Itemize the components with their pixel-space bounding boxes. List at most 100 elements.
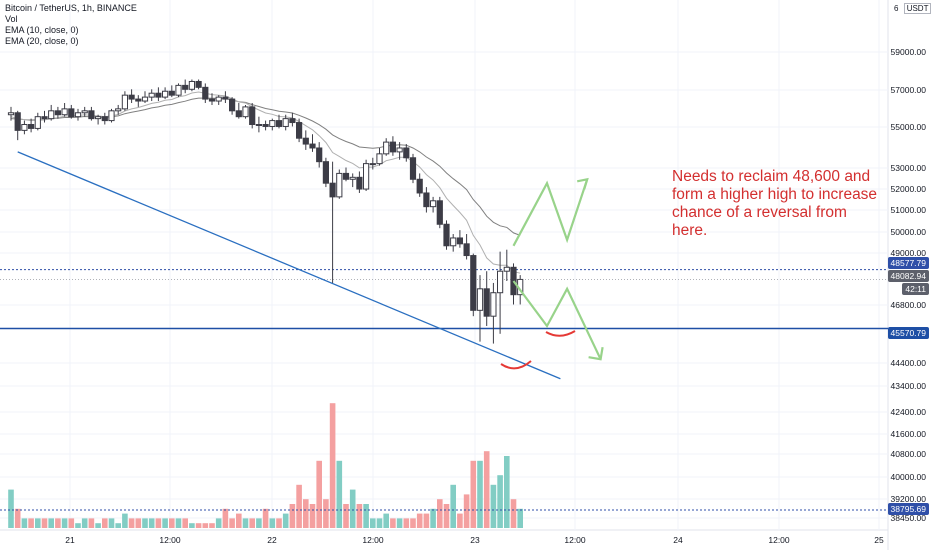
y-tick-label: 44400.00 <box>891 358 927 368</box>
candle-body <box>322 161 329 184</box>
candle <box>369 157 376 170</box>
volume-bar <box>169 518 175 528</box>
candle-body <box>383 141 390 155</box>
candle <box>155 87 162 102</box>
candle-body <box>222 96 229 100</box>
candle-body <box>108 110 115 122</box>
candle <box>48 104 55 121</box>
x-tick-label: 23 <box>470 535 480 545</box>
volume-bar <box>477 460 483 528</box>
candle <box>95 114 102 125</box>
candle-body <box>175 84 182 96</box>
volume-bar <box>517 508 523 528</box>
candle-body <box>490 292 497 317</box>
candle-body <box>396 147 403 153</box>
volume-bar <box>309 504 316 528</box>
volume-bar <box>55 518 61 528</box>
volume-bar <box>35 518 41 528</box>
candle <box>255 116 262 133</box>
candle <box>229 97 236 115</box>
candle <box>342 167 350 182</box>
candle-body <box>168 90 175 96</box>
candle-body <box>389 141 396 153</box>
price-scale-top-label: 6 <box>894 4 899 13</box>
volume-bar <box>323 499 329 528</box>
volume-bar <box>497 475 503 528</box>
candle <box>168 85 175 98</box>
candle-body <box>182 84 189 90</box>
bottom-marker-arc <box>500 360 532 370</box>
volume-bar <box>483 451 490 528</box>
y-tick-label: 57000.00 <box>891 85 927 95</box>
candle-body <box>356 176 363 190</box>
volume-bar <box>376 518 383 528</box>
candle-body <box>229 98 236 112</box>
candle <box>383 138 390 156</box>
symbol-title[interactable]: Bitcoin / TetherUS, 1h, BINANCE <box>5 3 137 13</box>
descending-trendline <box>17 151 561 380</box>
volume-bar <box>437 499 443 528</box>
y-tick-label: 39200.00 <box>891 494 927 504</box>
volume-bar <box>162 518 168 528</box>
candle <box>128 89 135 103</box>
candle-body <box>503 266 510 272</box>
price-tag-countdown: 42:11 <box>902 283 929 295</box>
candle <box>430 196 437 213</box>
analysis-note: Needs to reclaim 48,600 and form a highe… <box>672 168 878 239</box>
volume-bar <box>504 456 510 528</box>
currency-button[interactable]: USDT <box>903 3 932 14</box>
candle <box>436 196 443 229</box>
volume-bar <box>289 504 296 528</box>
volume-bar <box>202 523 209 528</box>
candle-body <box>416 178 423 194</box>
volume-bar <box>28 518 34 528</box>
volume-bar <box>303 499 309 528</box>
candle <box>322 157 329 188</box>
candle <box>135 95 142 107</box>
volume-bar <box>242 518 249 528</box>
candle <box>456 230 463 248</box>
candle <box>409 153 417 184</box>
indicator-volume[interactable]: Vol <box>5 14 18 24</box>
candle-body <box>115 108 122 112</box>
indicator-ema10[interactable]: EMA (10, close, 0) <box>5 25 79 35</box>
volume-bar <box>175 518 182 528</box>
candle <box>463 234 470 260</box>
candle-body <box>336 172 343 198</box>
volume-bar <box>61 518 68 528</box>
candle <box>148 89 155 102</box>
candle <box>21 120 28 135</box>
x-tick-label: 12:00 <box>362 535 384 545</box>
candle <box>490 282 497 344</box>
indicator-ema20[interactable]: EMA (20, close, 0) <box>5 36 79 46</box>
candle-body <box>409 157 417 180</box>
candle-body <box>282 118 289 127</box>
volume-bar <box>128 518 135 528</box>
candle <box>423 187 430 213</box>
candle-body <box>316 147 323 163</box>
candle <box>162 87 169 100</box>
volume-bar <box>95 523 101 528</box>
candle <box>296 118 303 143</box>
candle <box>503 249 510 281</box>
volume-bar <box>403 518 410 528</box>
candle-body <box>430 200 437 208</box>
bottom-marker-arc <box>545 330 576 337</box>
y-tick-label: 40000.00 <box>891 472 927 482</box>
candle <box>222 91 229 103</box>
candle-body <box>128 94 135 100</box>
volume-bar <box>236 513 242 528</box>
x-tick-label: 12:00 <box>159 535 181 545</box>
volume-bar <box>215 518 222 528</box>
candle-body <box>81 110 88 114</box>
volume-bar <box>370 518 376 528</box>
bearish-arrow-head <box>588 347 604 361</box>
volume-bar <box>296 484 302 528</box>
y-tick-label: 42400.00 <box>891 407 927 417</box>
candle-body <box>7 112 15 116</box>
candle-body <box>88 110 95 120</box>
candle <box>108 108 115 123</box>
y-tick-label: 49000.00 <box>891 248 927 258</box>
x-tick-label: 25 <box>874 535 884 545</box>
